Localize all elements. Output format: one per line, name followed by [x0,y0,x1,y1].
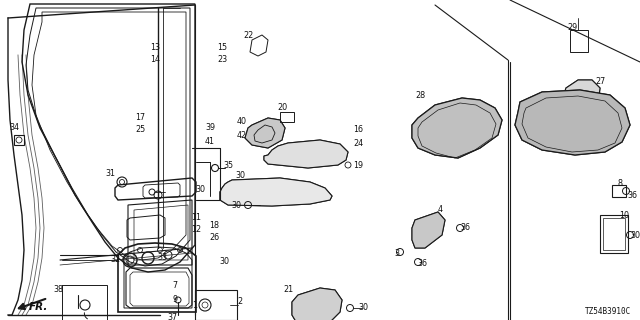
Text: 18: 18 [209,220,219,229]
Text: 7: 7 [172,281,177,290]
Text: 21: 21 [283,285,293,294]
Polygon shape [515,90,630,155]
Text: 16: 16 [353,125,363,134]
Bar [14,135,24,145]
Bar [570,30,588,52]
Text: 12: 12 [191,226,201,235]
Polygon shape [264,140,348,168]
Text: 30: 30 [231,202,241,211]
Text: 8: 8 [618,179,623,188]
Text: 30: 30 [195,186,205,195]
Polygon shape [220,178,332,206]
Polygon shape [412,212,445,248]
Bar [612,185,626,197]
Text: 30: 30 [219,258,229,267]
Text: 1: 1 [193,300,198,309]
Text: 20: 20 [277,103,287,113]
Bar [62,285,107,320]
Text: 30: 30 [358,303,368,313]
Text: 15: 15 [217,44,227,52]
Text: 26: 26 [209,234,219,243]
Text: FR.: FR. [28,302,48,312]
Text: 40: 40 [237,117,247,126]
Text: 14: 14 [150,55,160,65]
Text: 4: 4 [438,205,442,214]
Text: 24: 24 [353,139,363,148]
Text: 25: 25 [135,125,145,134]
Text: 42: 42 [237,132,247,140]
Text: 30: 30 [235,171,245,180]
Text: 2: 2 [237,298,243,307]
Text: 32: 32 [110,255,120,265]
Text: 13: 13 [150,44,160,52]
Text: 10: 10 [619,211,629,220]
Text: 28: 28 [415,92,425,100]
Text: 38: 38 [53,285,63,294]
Text: 9: 9 [172,295,177,305]
Text: TZ54B3910C: TZ54B3910C [585,308,631,316]
Text: 37: 37 [167,314,177,320]
Text: 3: 3 [394,250,399,259]
Bar [280,112,294,122]
Text: 29: 29 [567,23,577,33]
Text: 27: 27 [595,77,605,86]
Text: 17: 17 [135,114,145,123]
Bar [195,290,237,320]
Bar [600,215,628,253]
Text: 35: 35 [223,161,233,170]
Polygon shape [245,118,285,148]
Text: 30: 30 [630,231,640,241]
Text: 41: 41 [205,138,215,147]
Text: 36: 36 [627,191,637,201]
Text: 31: 31 [105,170,115,179]
Text: 23: 23 [217,55,227,65]
Text: 39: 39 [205,124,215,132]
Polygon shape [412,98,502,158]
Text: 34: 34 [9,124,19,132]
Text: 11: 11 [191,213,201,222]
Text: 33: 33 [157,253,167,262]
Bar [603,218,625,250]
Text: 22: 22 [243,31,253,41]
Text: 36: 36 [417,260,427,268]
Polygon shape [292,288,342,320]
Polygon shape [562,80,600,112]
Text: 19: 19 [353,161,363,170]
Text: 36: 36 [460,223,470,233]
